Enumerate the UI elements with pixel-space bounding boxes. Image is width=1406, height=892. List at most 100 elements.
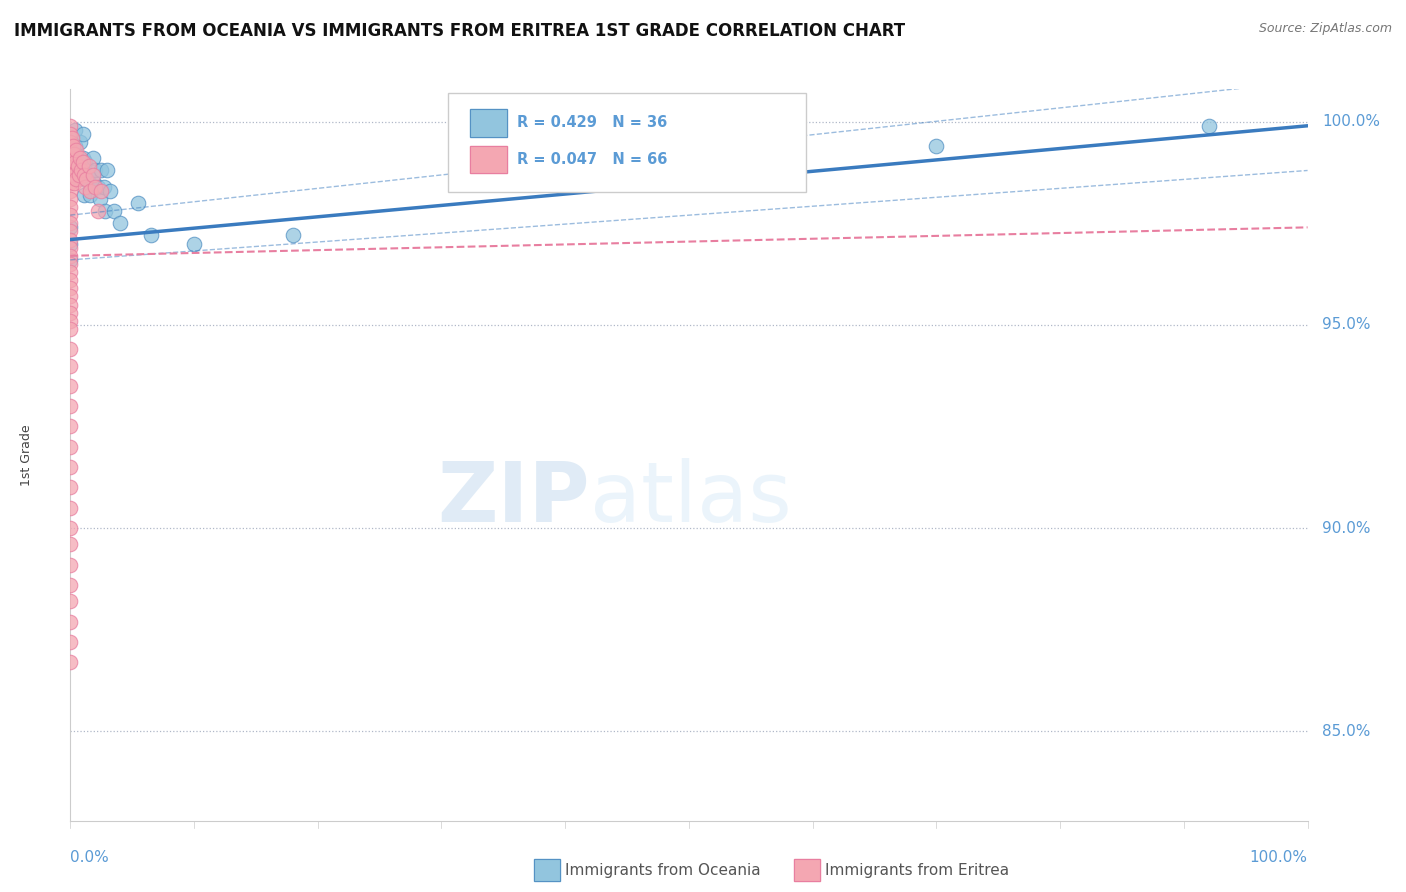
Point <box>59 151 82 165</box>
Text: 0.0%: 0.0% <box>70 850 110 865</box>
Point <box>59 289 82 303</box>
Point <box>75 179 97 194</box>
Point <box>59 558 82 572</box>
Point <box>59 635 82 649</box>
Point <box>70 163 93 178</box>
Point <box>62 168 84 182</box>
Point <box>82 168 104 182</box>
Bar <box>470 109 508 136</box>
Point <box>62 139 84 153</box>
Point <box>59 224 82 238</box>
Point <box>59 208 82 222</box>
Text: R = 0.429   N = 36: R = 0.429 N = 36 <box>517 115 668 130</box>
Point <box>59 500 82 515</box>
Point <box>59 176 82 190</box>
Point <box>59 460 82 475</box>
Text: IMMIGRANTS FROM OCEANIA VS IMMIGRANTS FROM ERITREA 1ST GRADE CORRELATION CHART: IMMIGRANTS FROM OCEANIA VS IMMIGRANTS FR… <box>14 22 905 40</box>
Point <box>59 119 82 133</box>
Point <box>59 281 82 295</box>
Point <box>59 135 82 149</box>
Point <box>65 139 87 153</box>
Point <box>65 143 87 157</box>
Point <box>72 151 94 165</box>
Point <box>281 228 304 243</box>
Bar <box>470 145 508 173</box>
Text: 95.0%: 95.0% <box>1323 318 1371 333</box>
Point <box>98 184 121 198</box>
Text: 100.0%: 100.0% <box>1250 850 1308 865</box>
Point <box>59 236 82 251</box>
Point <box>63 176 86 190</box>
Point <box>77 176 100 190</box>
Point <box>77 160 100 174</box>
Point <box>59 241 82 255</box>
Point <box>83 176 105 190</box>
Bar <box>470 109 508 136</box>
Text: Immigrants from Eritrea: Immigrants from Eritrea <box>825 863 1010 878</box>
Point <box>86 179 108 194</box>
Point <box>60 160 83 174</box>
Point <box>59 220 82 235</box>
Point <box>70 168 93 182</box>
Point <box>59 168 82 182</box>
Point <box>59 216 82 230</box>
Text: R = 0.047   N = 66: R = 0.047 N = 66 <box>517 152 668 167</box>
Point <box>59 257 82 271</box>
Point <box>84 163 107 178</box>
Point <box>84 179 107 194</box>
Point <box>59 314 82 328</box>
Point <box>79 187 101 202</box>
Point <box>103 204 125 219</box>
Point <box>59 419 82 434</box>
Text: Immigrants from Oceania: Immigrants from Oceania <box>565 863 761 878</box>
Text: 90.0%: 90.0% <box>1323 521 1371 535</box>
Point <box>69 135 91 149</box>
Point <box>59 537 82 551</box>
Point <box>108 216 131 230</box>
Point <box>59 233 82 247</box>
Point <box>65 171 87 186</box>
Bar <box>470 145 508 173</box>
Point <box>127 196 149 211</box>
Point <box>139 228 162 243</box>
Point <box>59 322 82 336</box>
Point <box>183 236 205 251</box>
Point <box>73 187 96 202</box>
Point <box>76 168 98 182</box>
Point <box>65 147 87 161</box>
Point <box>59 521 82 535</box>
Point <box>59 399 82 413</box>
Point <box>59 655 82 669</box>
Point <box>59 343 82 357</box>
Point <box>65 155 87 169</box>
Point <box>67 168 90 182</box>
Point <box>59 578 82 592</box>
Text: Source: ZipAtlas.com: Source: ZipAtlas.com <box>1258 22 1392 36</box>
Point <box>66 160 89 174</box>
Point <box>59 192 82 206</box>
Point <box>69 151 91 165</box>
Point <box>75 155 97 169</box>
FancyBboxPatch shape <box>447 93 807 192</box>
Point <box>65 123 87 137</box>
Point <box>59 265 82 279</box>
Point <box>79 184 101 198</box>
Point <box>63 147 86 161</box>
Point <box>86 204 108 219</box>
Point <box>59 184 82 198</box>
Point <box>72 155 94 169</box>
Point <box>59 127 82 141</box>
Point <box>59 379 82 393</box>
Point <box>59 273 82 287</box>
Point <box>75 171 97 186</box>
Point <box>59 440 82 454</box>
Point <box>90 163 112 178</box>
Point <box>925 139 948 153</box>
Point <box>59 480 82 494</box>
Point <box>93 179 115 194</box>
Point <box>59 160 82 174</box>
Point <box>59 359 82 373</box>
Text: 85.0%: 85.0% <box>1323 723 1371 739</box>
Point <box>1198 119 1220 133</box>
Point <box>59 249 82 263</box>
